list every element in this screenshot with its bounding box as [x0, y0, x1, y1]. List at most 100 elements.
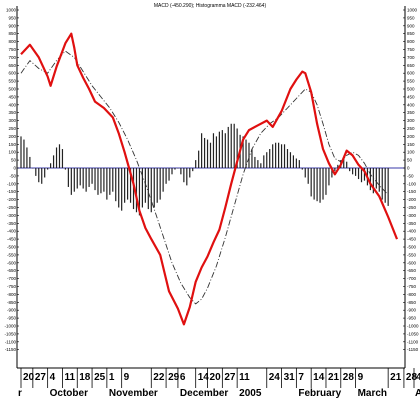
- month-label: A: [415, 388, 420, 399]
- histogram-bar: [52, 155, 55, 168]
- histogram-bar: [352, 168, 354, 175]
- x-tick-label: 27: [224, 372, 236, 383]
- histogram-bar: [174, 168, 176, 170]
- histogram-bar: [230, 123, 232, 168]
- x-tick-label: 6: [180, 372, 186, 383]
- histogram-bar: [218, 131, 220, 168]
- y-tick-label-left: -250: [7, 205, 17, 210]
- histogram-bar: [29, 156, 31, 168]
- y-tick-label-right: 50: [407, 158, 413, 163]
- histogram-bar: [381, 168, 383, 200]
- y-tick-label-left: -100: [7, 181, 17, 186]
- histogram-bar: [331, 168, 333, 178]
- y-tick-label-right: -1100: [407, 339, 419, 344]
- histogram-bar: [387, 168, 389, 206]
- y-tick-label-right: -800: [407, 292, 417, 297]
- histogram-bar: [334, 168, 336, 172]
- y-tick-label-left: -950: [7, 316, 17, 321]
- y-tick-label-right: 300: [407, 118, 415, 123]
- x-tick-label: 1: [109, 372, 115, 383]
- y-tick-label-right: 150: [407, 142, 415, 147]
- y-tick-label-right: 850: [407, 31, 415, 36]
- histogram-bar: [325, 168, 327, 195]
- y-tick-label-right: 250: [407, 126, 415, 131]
- histogram-bar: [58, 144, 61, 168]
- y-tick-label-right: -750: [407, 284, 417, 289]
- histogram-bar: [354, 168, 357, 176]
- histogram-bar: [55, 147, 58, 168]
- histogram-bar: [322, 168, 324, 200]
- histogram-bar: [118, 168, 120, 208]
- histogram-bar: [156, 168, 158, 203]
- y-tick-label-left: 500: [8, 87, 16, 92]
- histogram-bar: [50, 163, 52, 168]
- histogram-bar: [298, 160, 300, 168]
- macd-line: [20, 32, 399, 326]
- y-tick-label-right: 100: [407, 150, 415, 155]
- x-tick-label: 28: [343, 372, 355, 383]
- histogram-bar: [242, 136, 244, 168]
- y-tick-label-left: -750: [7, 284, 17, 289]
- histogram-bar: [357, 168, 360, 180]
- y-tick-label-left: -550: [7, 252, 17, 257]
- y-tick-label-left: 750: [8, 47, 16, 52]
- histogram-bar: [189, 168, 191, 178]
- histogram-bar: [88, 168, 90, 187]
- y-tick-label-left: 400: [8, 102, 16, 107]
- month-label: r: [18, 388, 22, 399]
- histogram-bar: [180, 168, 182, 175]
- histogram-bar: [168, 168, 170, 181]
- month-label: October: [50, 388, 88, 399]
- histogram-bar: [186, 168, 188, 186]
- y-tick-label-right: -700: [407, 276, 417, 281]
- histogram-bar: [121, 168, 123, 211]
- y-tick-label-right: 650: [407, 63, 415, 68]
- histogram-bar: [20, 136, 22, 168]
- y-tick-label-left: -1050: [4, 331, 16, 336]
- x-tick-label: 18: [79, 372, 91, 383]
- y-tick-label-right: -600: [407, 260, 417, 265]
- y-tick-label-right: -950: [407, 316, 417, 321]
- y-tick-label-right: -900: [407, 308, 417, 313]
- x-tick-label: 27: [35, 372, 47, 383]
- histogram-bar: [126, 168, 129, 200]
- y-tick-label-left: -600: [7, 260, 17, 265]
- y-tick-label-left: 200: [8, 134, 16, 139]
- y-tick-label-right: -1050: [407, 331, 419, 336]
- histogram-bar: [215, 136, 218, 168]
- histogram-bar: [61, 149, 64, 168]
- histogram-bar: [206, 139, 209, 168]
- histogram-bar: [289, 152, 292, 168]
- histogram-bar: [171, 168, 173, 175]
- x-tick-label: 4: [416, 372, 420, 383]
- histogram-bar: [129, 168, 132, 203]
- histogram-bar: [67, 168, 69, 187]
- month-label: November: [109, 388, 158, 399]
- y-tick-label-right: 950: [407, 15, 415, 20]
- month-label: 2005: [239, 388, 262, 399]
- histogram-bar: [257, 160, 259, 168]
- y-tick-label-left: -50: [9, 173, 16, 178]
- histogram-bar: [301, 168, 303, 170]
- histogram-bar: [141, 168, 143, 208]
- histogram-bar: [103, 168, 105, 192]
- histogram-bar: [263, 155, 265, 168]
- histogram-bar: [278, 142, 280, 168]
- y-tick-label-left: 50: [11, 158, 17, 163]
- histogram-bar: [227, 126, 229, 168]
- histogram-bar: [198, 150, 200, 168]
- histogram-bar: [162, 168, 164, 192]
- histogram-bar: [192, 168, 194, 172]
- histogram-bar: [85, 168, 87, 192]
- y-tick-label-left: 450: [8, 94, 16, 99]
- series-lines: [20, 32, 399, 326]
- y-tick-label-left: 600: [8, 71, 16, 76]
- y-tick-label-left: 300: [8, 118, 16, 123]
- histogram-bar: [195, 160, 197, 168]
- histogram-bar: [32, 168, 34, 169]
- x-axis: 20 27 4 11 18 25 1 9 22 29 6 14 20 27 11 24 31 7 14 21 28 9 21…: [18, 368, 420, 399]
- histogram-bar: [212, 133, 215, 168]
- y-tick-label-right: 700: [407, 55, 415, 60]
- histogram-bar: [73, 168, 75, 192]
- x-tick-label: 7: [298, 372, 304, 383]
